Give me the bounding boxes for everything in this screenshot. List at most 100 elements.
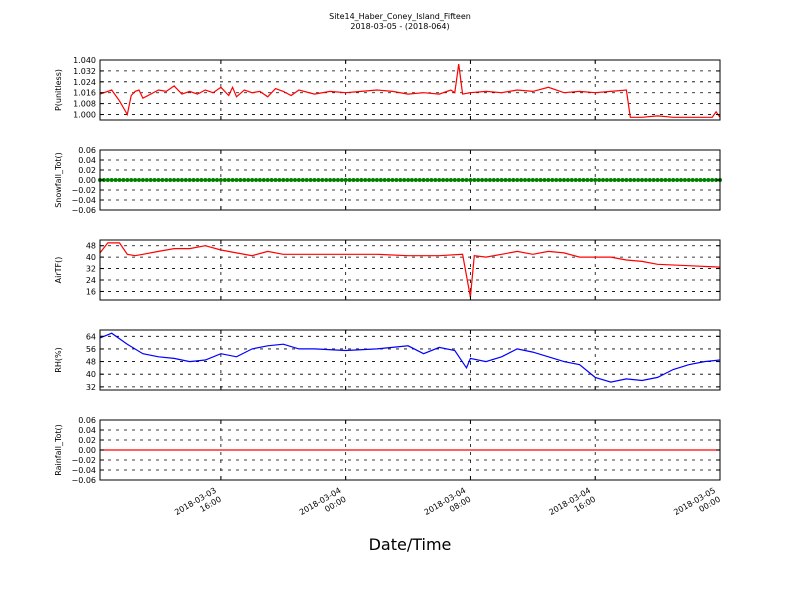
data-point	[519, 178, 524, 182]
y-tick-label: 48	[86, 242, 96, 251]
y-tick-label: −0.02	[71, 186, 96, 195]
data-point	[577, 178, 582, 182]
panel-3: 48 40 32 24 16 AirTF()	[54, 239, 721, 301]
data-point	[281, 178, 286, 182]
data-point	[480, 178, 485, 182]
data-point	[608, 178, 613, 182]
data-point	[382, 178, 387, 182]
y-axis-label: AirTF()	[54, 257, 63, 284]
data-point	[542, 178, 547, 182]
data-point	[211, 178, 216, 182]
data-point	[308, 178, 313, 182]
data-point	[234, 178, 239, 182]
chart-subtitle: 2018-03-05 - (2018-064)	[350, 22, 449, 31]
data-point	[706, 178, 711, 182]
data-point	[402, 178, 407, 182]
y-tick-label: 0.04	[78, 426, 96, 435]
data-point	[581, 178, 586, 182]
data-point	[694, 178, 699, 182]
data-point	[179, 178, 184, 182]
data-point	[573, 178, 578, 182]
y-tick-label: 0.06	[78, 416, 96, 425]
data-point	[538, 178, 543, 182]
data-point	[647, 178, 652, 182]
data-point	[643, 178, 648, 182]
y-tick-label: 1.032	[73, 67, 96, 76]
y-axis-label: RH(%)	[54, 347, 63, 372]
data-point	[491, 178, 496, 182]
data-point	[445, 178, 449, 182]
data-point	[456, 178, 461, 182]
data-point	[144, 178, 149, 182]
data-point	[406, 178, 411, 182]
data-point	[632, 178, 637, 182]
data-point	[495, 178, 500, 182]
data-point	[304, 178, 309, 182]
y-tick-label: 0.00	[78, 446, 96, 455]
data-point	[273, 178, 278, 182]
data-point	[254, 178, 258, 182]
data-point	[207, 178, 212, 182]
panels-group: 1.040 1.032 1.024 1.016 1.008 1.000 P(unitless…	[54, 56, 722, 485]
data-point	[679, 178, 683, 182]
data-point	[417, 178, 422, 182]
y-tick-label: 1.008	[73, 100, 96, 109]
data-point	[523, 178, 527, 182]
data-point	[452, 178, 457, 182]
data-point	[569, 178, 574, 182]
data-point	[261, 178, 266, 182]
x-tick-label: 2018-03-0316:00	[173, 486, 223, 526]
data-point	[332, 178, 336, 182]
data-point	[659, 178, 664, 182]
y-tick-label: 0.02	[78, 166, 96, 175]
data-point	[651, 178, 656, 182]
data-point	[550, 178, 555, 182]
data-point	[503, 178, 508, 182]
data-point	[257, 178, 262, 182]
data-point	[343, 178, 348, 182]
axes-frame	[99, 239, 721, 301]
data-point	[277, 178, 282, 182]
chart-title: Site14_Haber_Coney_Island_Fifteen	[329, 12, 471, 21]
y-tick-label: 0.00	[78, 176, 96, 185]
y-tick-label: −0.04	[71, 466, 96, 475]
axes-frame	[99, 329, 721, 391]
y-tick-label: 1.000	[73, 111, 96, 120]
data-point	[710, 178, 715, 182]
data-point	[195, 178, 200, 182]
data-point	[429, 178, 434, 182]
data-point	[413, 178, 418, 182]
data-point	[312, 178, 317, 182]
y-tick-label: 1.024	[73, 78, 96, 87]
data-point	[394, 178, 399, 182]
data-point	[187, 178, 192, 182]
x-axis-label: Date/Time	[369, 535, 452, 554]
y-tick-label: 32	[86, 265, 96, 274]
data-point	[636, 178, 641, 182]
y-tick-label: 32	[86, 383, 96, 392]
data-point	[597, 178, 602, 182]
data-point	[558, 178, 563, 182]
y-tick-label: 48	[86, 358, 96, 367]
data-point	[601, 178, 605, 182]
y-tick-label: 64	[86, 332, 96, 341]
data-point	[250, 178, 255, 182]
panel-4: 64 56 48 40 32 RH(%)	[54, 329, 721, 392]
data-point	[265, 178, 270, 182]
data-point	[335, 178, 340, 182]
data-point	[390, 178, 395, 182]
data-point	[172, 178, 177, 182]
data-point	[367, 178, 372, 182]
data-point	[359, 178, 364, 182]
y-tick-label: 0.02	[78, 436, 96, 445]
data-point	[328, 178, 333, 182]
data-point	[671, 178, 676, 182]
data-point	[121, 178, 126, 182]
data-point	[168, 178, 173, 182]
data-point	[242, 178, 247, 182]
series-line	[99, 64, 721, 118]
data-point	[554, 178, 559, 182]
data-point	[686, 178, 691, 182]
y-tick-label: 0.06	[78, 146, 96, 155]
data-point	[441, 178, 446, 182]
